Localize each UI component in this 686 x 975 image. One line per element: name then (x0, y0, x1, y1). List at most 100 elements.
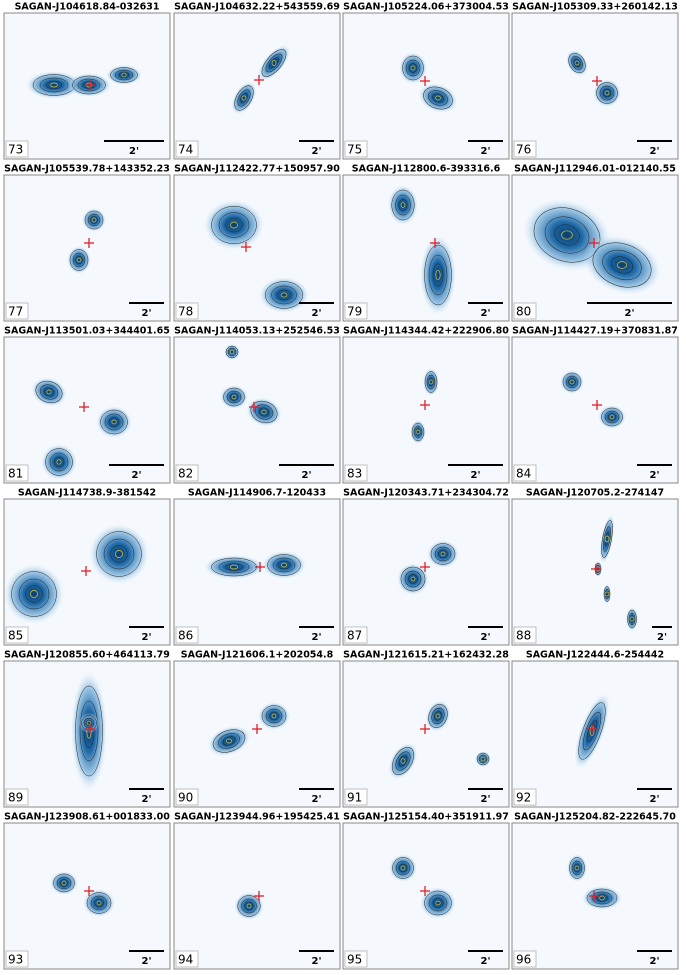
scale-label: 2' (649, 146, 659, 157)
contour (405, 59, 421, 77)
contour (276, 289, 292, 301)
contour (603, 526, 611, 552)
emission (560, 370, 584, 394)
optical-contour (30, 590, 38, 598)
contour (423, 86, 453, 110)
contour (586, 720, 598, 742)
panel-title: SAGAN-J120705.2-274147 (526, 488, 664, 499)
panel-title: SAGAN-J125204.82-222645.70 (514, 812, 676, 823)
scale-label: 2' (480, 632, 490, 643)
contour (56, 876, 72, 890)
radio-image: 77 2' (5, 208, 164, 320)
radio-image: 93 2' (5, 871, 164, 968)
contour (602, 249, 642, 281)
optical-contour (604, 535, 610, 543)
contour (434, 711, 442, 721)
contour (392, 857, 414, 879)
optical-contour (261, 409, 267, 415)
contour (234, 85, 254, 111)
panel-title: SAGAN-J114906.7-120433 (188, 488, 326, 499)
number-box (5, 626, 29, 644)
emission (50, 871, 78, 895)
contour (223, 387, 245, 407)
panel-title: SAGAN-J112422.77+150957.90 (174, 164, 340, 175)
panel-number: 84 (516, 467, 531, 481)
image-frame (3, 174, 171, 322)
panel: SAGAN-J114427.19+370831.87 84 2' (511, 326, 679, 484)
panel-title: SAGAN-J121606.1+202054.8 (181, 650, 334, 661)
contour (571, 860, 583, 876)
contour (225, 563, 243, 571)
contour (596, 894, 608, 902)
panel-number: 93 (8, 953, 23, 967)
contour (400, 566, 426, 592)
emission (427, 540, 459, 568)
panel-number: 75 (347, 143, 362, 157)
panel: SAGAN-J114053.13+252546.53 82 2' (173, 326, 341, 484)
panel-title: SAGAN-J114738.9-381542 (18, 488, 156, 499)
contour (627, 609, 637, 629)
emission (599, 514, 615, 564)
optical-contour (229, 349, 235, 355)
radio-image: 94 2' (175, 891, 334, 968)
contour (408, 574, 418, 584)
emission (388, 185, 418, 225)
panel: SAGAN-J120855.60+464113.79 89 2' (3, 650, 171, 808)
scale-label: 2' (301, 470, 311, 481)
panel-title: SAGAN-J105224.06+373004.53 (343, 2, 509, 13)
optical-contour (616, 261, 628, 269)
emission (397, 563, 429, 595)
contour (90, 216, 98, 224)
optical-contour (415, 429, 421, 435)
panel-number: 79 (347, 305, 362, 319)
radio-image: 87 2' (344, 540, 503, 644)
panel-title: SAGAN-J114344.42+222906.80 (343, 326, 509, 337)
scale-label: 2' (470, 470, 480, 481)
contour (211, 206, 257, 244)
panel: SAGAN-J125154.40+351911.97 95 2' (342, 812, 510, 970)
contour (571, 56, 583, 70)
contour (269, 711, 279, 721)
contour (265, 53, 283, 73)
contour (391, 189, 415, 221)
optical-contour (230, 564, 238, 570)
optical-contour (609, 414, 615, 420)
optical-contour (604, 591, 610, 597)
optical-contour (480, 756, 486, 762)
panel-number: 77 (8, 305, 23, 319)
optical-contour (435, 713, 441, 719)
scale-label: 2' (480, 794, 490, 805)
contour (25, 585, 43, 603)
emission (410, 420, 426, 444)
panel-number: 88 (516, 629, 531, 643)
contour (237, 895, 261, 917)
emission (257, 44, 291, 82)
contour (45, 448, 73, 476)
contour (428, 254, 448, 296)
number-box (175, 626, 199, 644)
contour (408, 63, 418, 73)
emission (258, 702, 290, 730)
radio-image: 74 2' (175, 44, 334, 158)
scale-label: 2' (311, 146, 321, 157)
panel: SAGAN-J121606.1+202054.8 90 2' (173, 650, 341, 808)
emission (4, 564, 64, 624)
number-box (344, 950, 368, 968)
contour (573, 863, 581, 873)
contour (431, 707, 445, 725)
radio-image: 96 2' (513, 854, 672, 968)
optical-contour (91, 217, 97, 223)
emission (204, 555, 264, 579)
contour (104, 413, 124, 431)
contour (398, 755, 408, 767)
panel: SAGAN-J105309.33+260142.13 76 2' (511, 2, 679, 160)
contour (81, 715, 97, 731)
panel-number: 89 (8, 791, 23, 805)
emission (89, 524, 149, 584)
contour (77, 78, 101, 92)
contour (610, 256, 634, 274)
radio-image: 88 2' (513, 514, 672, 644)
contour (413, 425, 423, 439)
optical-contour (56, 459, 62, 465)
panel-number: 96 (516, 953, 531, 967)
